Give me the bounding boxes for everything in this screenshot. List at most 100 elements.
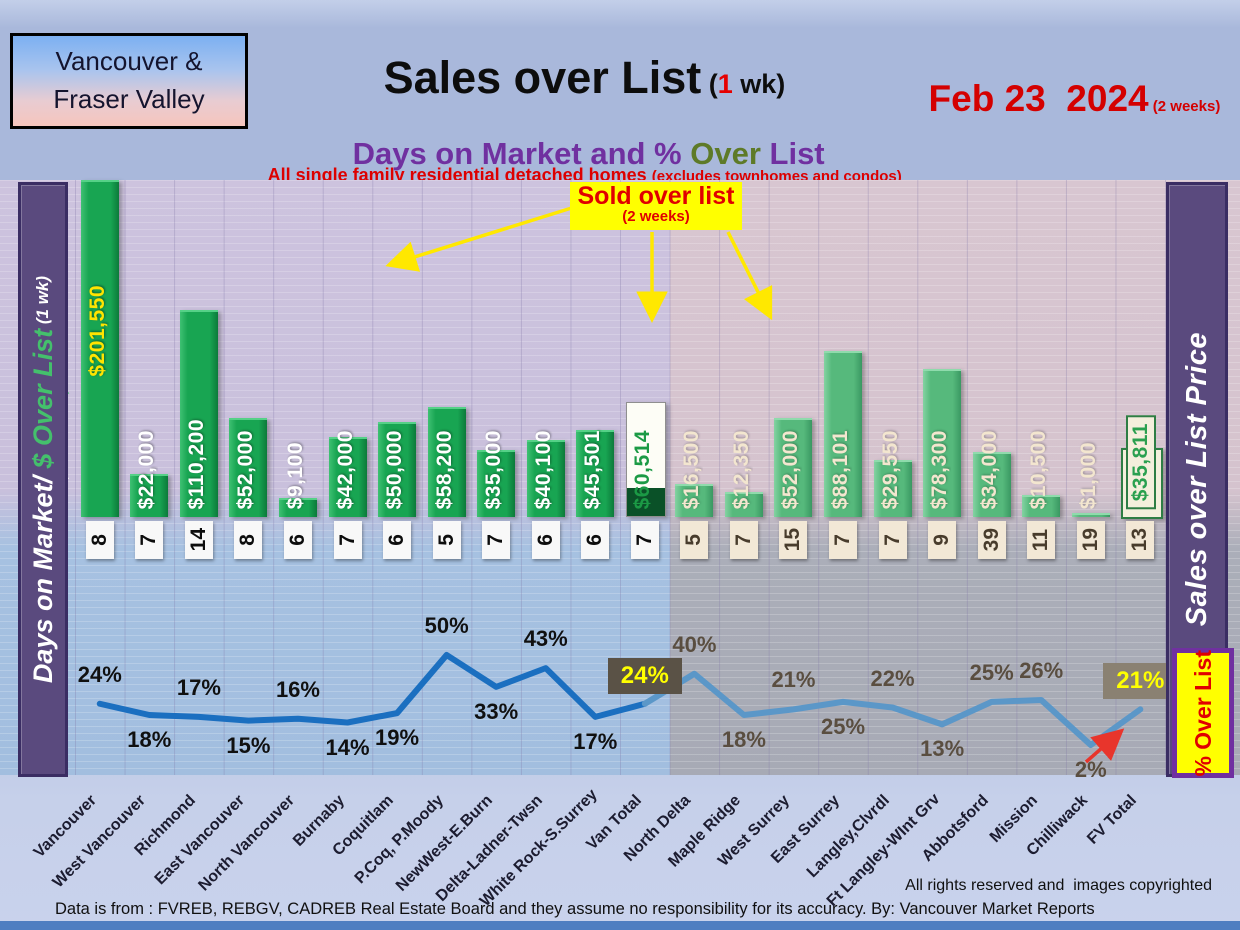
pct-label-maple-ridge: 18% (721, 727, 766, 752)
days-on-market-maple-ridge: 7 (729, 521, 758, 559)
days-on-market-van-total: 7 (630, 521, 659, 559)
days-on-market-newwest-e-burn: 7 (482, 521, 511, 559)
date-note: (2 weeks) (1148, 98, 1221, 115)
region-box: Vancouver & Fraser Valley (10, 33, 248, 129)
bar-value-label-east-surrey: $88,101 (829, 429, 853, 509)
bar-ft-langley-wint-grv (923, 369, 962, 517)
bar-value-label-vancouver: $201,550 (85, 285, 109, 377)
title-paren-num: 1 (717, 69, 733, 99)
subtitle-over: Over (690, 136, 761, 171)
pct-label-chilliwack: 2% (1074, 757, 1107, 782)
pct-label-coquitlam: 19% (375, 725, 420, 751)
pct-label-p-coq-p-moody: 50% (424, 613, 469, 638)
days-value: 7 (335, 534, 359, 546)
days-on-market-richmond: 14 (184, 521, 213, 559)
days-value: 8 (87, 534, 111, 546)
subtitle-post: List (760, 136, 825, 171)
pct-label-east-vancouver: 15% (226, 732, 271, 758)
days-on-market-burnaby: 7 (333, 521, 362, 559)
bar-east-vancouver (229, 418, 268, 517)
pct-box-van-total: 24% (607, 657, 682, 694)
bar-value-label-newwest-e-burn: $35,000 (482, 429, 506, 509)
days-value: 7 (880, 534, 904, 546)
pct-label-langley-clvrdl: 22% (870, 665, 915, 691)
bar-vancouver (80, 180, 119, 517)
days-value: 9 (930, 534, 954, 546)
days-value: 15 (781, 528, 805, 552)
bar-abbotsford (972, 451, 1011, 517)
days-value: 7 (632, 534, 656, 546)
title-paren-post: wk) (732, 69, 786, 99)
page-title: Sales over List (1 wk) (250, 34, 910, 104)
days-on-market-north-delta: 5 (680, 521, 709, 559)
pct-label-richmond: 17% (176, 674, 221, 700)
pct-label-burnaby: 14% (325, 734, 370, 760)
days-on-market-vancouver: 8 (85, 521, 114, 559)
bar-value-label-ft-langley-wint-grv: $78,300 (928, 429, 952, 509)
days-value: 7 (484, 534, 508, 546)
bar-west-surrey (774, 418, 813, 517)
days-value: 7 (831, 534, 855, 546)
days-value: 19 (1078, 528, 1102, 552)
bar-white-rock-s-surrey (576, 430, 615, 517)
region-box-line2: Fraser Valley (53, 84, 205, 114)
left-axis-label: Days on Market/ $ Over List (1 wk) (28, 276, 59, 683)
bar-coquitlam (378, 422, 417, 517)
bar-value-label-abbotsford: $34,000 (977, 429, 1001, 509)
days-on-market-delta-ladner-twsn: 6 (531, 521, 560, 559)
days-value: 13 (1128, 528, 1152, 552)
left-axis-label-over: $ Over List (27, 328, 58, 476)
bottom-strip (0, 921, 1240, 930)
bar-van-total (625, 402, 666, 517)
pct-label-west-surrey: 21% (771, 667, 816, 693)
pct-label-north-vancouver: 16% (275, 676, 320, 702)
days-value: 6 (583, 534, 607, 546)
subtitle-pre: Days on Market and % (352, 136, 691, 171)
pct-label-newwest-e-burn: 33% (474, 698, 519, 724)
days-value: 6 (385, 534, 409, 546)
days-value: 14 (186, 528, 210, 552)
bar-newwest-e-burn (477, 449, 516, 517)
days-value: 5 (434, 534, 458, 546)
bar-value-label-chilliwack: $1,000 (1076, 441, 1100, 509)
days-value: 39 (979, 528, 1003, 552)
bar-value-label-east-vancouver: $52,000 (234, 429, 258, 509)
bar-value-label-mission: $10,500 (1027, 429, 1051, 509)
bar-north-delta (675, 484, 714, 517)
bar-value-label-richmond: $110,200 (184, 418, 208, 509)
days-on-market-ft-langley-wint-grv: 9 (928, 521, 957, 559)
bar-value-label-coquitlam: $50,000 (383, 429, 407, 509)
days-on-market-west-surrey: 15 (779, 521, 808, 559)
sold-over-list-callout: Sold over list (2 weeks) (570, 182, 742, 230)
right-axis-label: Sales over List Price (1180, 332, 1213, 627)
bar-value-label-fv-total: $35,811 (1126, 414, 1157, 509)
pct-label-delta-ladner-twsn: 43% (523, 626, 568, 652)
bar-value-label-white-rock-s-surrey: $45,501 (581, 429, 605, 509)
days-value: 8 (236, 534, 260, 546)
bar-burnaby (328, 436, 367, 517)
days-value: 6 (285, 534, 309, 546)
bar-delta-ladner-twsn (526, 440, 565, 517)
report-date: Feb 23 2024 (2 weeks) (900, 60, 1240, 120)
bar-value-label-west-vancouver: $22,000 (135, 429, 159, 509)
callout-subtitle: (2 weeks) (622, 208, 690, 225)
pct-label-east-surrey: 25% (820, 713, 866, 739)
days-on-market-west-vancouver: 7 (135, 521, 164, 559)
left-axis-label-days: Days on Market/ (27, 475, 58, 684)
days-on-market-p-coq-p-moody: 5 (432, 521, 461, 559)
van-total-bar-base (626, 487, 665, 516)
title-main: Sales over List (383, 52, 702, 103)
chart-area: Days on Market/ $ Over List (1 wk) Sales… (0, 180, 1240, 782)
days-value: 7 (137, 534, 161, 546)
days-on-market-east-surrey: 7 (829, 521, 858, 559)
days-on-market-abbotsford: 39 (977, 521, 1006, 559)
days-value: 11 (1029, 528, 1053, 552)
days-on-market-langley-clvrdl: 7 (878, 521, 907, 559)
days-on-market-mission: 11 (1027, 521, 1056, 559)
date-main: Feb 23 2024 (928, 78, 1149, 119)
days-value: 5 (682, 534, 706, 546)
percent-over-list-legend: % Over List (1172, 648, 1234, 778)
bar-p-coq-p-moody (427, 406, 466, 517)
left-axis-label-wk: (1 wk) (32, 275, 52, 329)
bar-value-label-north-vancouver: $9,100 (283, 441, 307, 509)
